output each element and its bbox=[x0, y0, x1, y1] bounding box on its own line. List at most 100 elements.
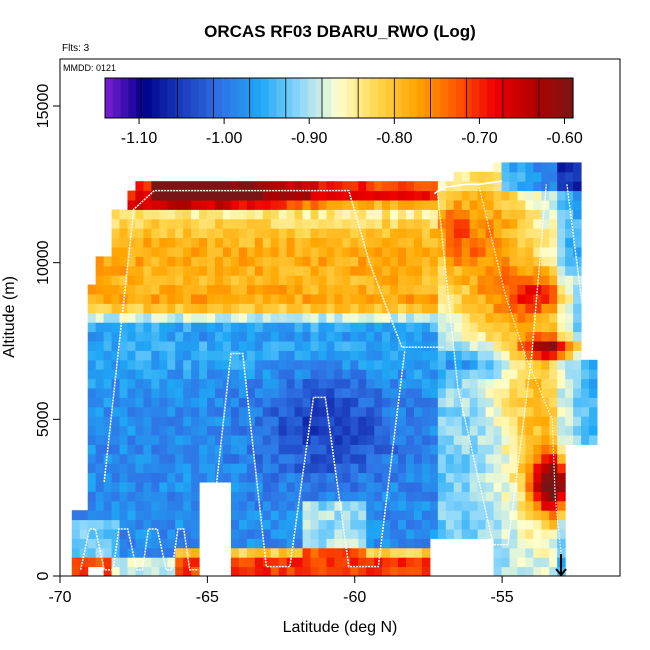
heat-cell bbox=[358, 218, 367, 229]
heat-cell bbox=[318, 359, 327, 370]
heat-cell bbox=[215, 369, 224, 380]
heat-cell bbox=[159, 312, 168, 323]
heat-cell bbox=[421, 341, 431, 351]
heat-cell bbox=[445, 416, 455, 427]
heat-cell bbox=[533, 312, 542, 323]
heat-cell bbox=[270, 566, 280, 576]
heat-cell bbox=[390, 529, 399, 539]
heat-cell bbox=[302, 547, 312, 558]
heat-cell bbox=[525, 538, 534, 549]
heat-cell bbox=[334, 284, 343, 295]
heat-cell bbox=[565, 341, 574, 351]
heat-cell bbox=[278, 529, 288, 539]
heat-cell bbox=[135, 444, 144, 455]
heat-cell bbox=[493, 322, 503, 333]
heat-cell bbox=[557, 256, 566, 267]
heat-cell bbox=[382, 482, 391, 492]
heat-cell bbox=[461, 265, 471, 276]
heat-cell bbox=[589, 416, 598, 427]
heat-cell bbox=[334, 341, 343, 351]
heat-cell bbox=[183, 538, 192, 549]
heat-cell bbox=[493, 284, 503, 295]
heat-cell bbox=[286, 369, 296, 380]
heat-cell bbox=[342, 425, 351, 436]
heat-cell bbox=[485, 247, 495, 257]
heat-cell bbox=[413, 190, 423, 201]
heat-cell bbox=[421, 218, 431, 229]
heat-cell bbox=[119, 566, 128, 576]
heat-cell bbox=[230, 510, 240, 521]
heat-cell bbox=[398, 416, 407, 427]
heat-cell bbox=[143, 519, 152, 530]
heat-cell bbox=[207, 200, 216, 210]
heat-cell bbox=[318, 388, 327, 398]
heat-cell bbox=[318, 275, 327, 286]
heat-cell bbox=[191, 275, 200, 286]
heat-cell bbox=[525, 247, 534, 257]
heat-cell bbox=[191, 388, 200, 398]
heat-cell bbox=[398, 397, 407, 408]
heat-cell bbox=[278, 181, 288, 192]
colorbar-swatch bbox=[229, 78, 239, 118]
heat-cell bbox=[398, 247, 407, 257]
heat-cell bbox=[278, 397, 288, 408]
heat-cell bbox=[79, 557, 89, 568]
heat-cell bbox=[143, 312, 152, 323]
heat-cell bbox=[413, 209, 423, 220]
heat-cell bbox=[79, 547, 89, 558]
colorbar-swatch bbox=[534, 78, 543, 118]
heat-cell bbox=[191, 500, 200, 511]
heat-cell bbox=[421, 350, 431, 361]
heat-cell bbox=[477, 369, 487, 380]
heat-cell bbox=[199, 181, 208, 192]
heat-cell bbox=[342, 312, 351, 323]
heat-cell bbox=[398, 284, 407, 295]
heat-cell bbox=[557, 171, 566, 182]
heat-cell bbox=[453, 359, 463, 370]
heat-cell bbox=[477, 397, 487, 408]
heat-cell bbox=[302, 472, 312, 483]
heat-cell bbox=[230, 209, 240, 220]
heat-cell bbox=[549, 425, 558, 436]
heat-cell bbox=[151, 529, 160, 539]
heat-cell bbox=[103, 547, 113, 558]
heat-cell bbox=[87, 529, 97, 539]
heat-cell bbox=[246, 200, 256, 210]
heat-cell bbox=[294, 284, 304, 295]
heat-cell bbox=[254, 275, 264, 286]
heat-cell bbox=[95, 482, 105, 492]
heat-cell bbox=[270, 453, 280, 464]
heat-cell bbox=[406, 510, 415, 521]
heat-cell bbox=[421, 453, 431, 464]
heat-cell bbox=[254, 322, 264, 333]
heat-cell bbox=[119, 463, 128, 474]
heat-cell bbox=[318, 218, 327, 229]
heat-cell bbox=[413, 547, 423, 558]
heat-cell bbox=[342, 566, 351, 576]
heat-cell bbox=[573, 294, 582, 304]
heat-cell bbox=[326, 275, 335, 286]
heat-cell bbox=[421, 500, 431, 511]
heat-cell bbox=[565, 378, 574, 389]
x-tick-label: -65 bbox=[196, 589, 219, 606]
heat-cell bbox=[366, 294, 375, 304]
heat-cell bbox=[151, 369, 160, 380]
heat-cell bbox=[302, 275, 312, 286]
heat-cell bbox=[437, 284, 447, 295]
heat-cell bbox=[119, 237, 128, 248]
heat-cell bbox=[175, 472, 184, 483]
heat-cell bbox=[581, 435, 590, 445]
heat-cell bbox=[167, 435, 176, 445]
colorbar-swatch bbox=[167, 78, 176, 118]
heat-cell bbox=[477, 529, 487, 539]
heat-cell bbox=[525, 303, 534, 314]
x-axis: -70 -65 -60 -55 bbox=[48, 576, 514, 606]
heat-cell bbox=[429, 265, 439, 276]
heat-cell bbox=[445, 256, 455, 267]
heat-cell bbox=[119, 510, 128, 521]
heat-cell bbox=[278, 388, 288, 398]
heat-cell bbox=[191, 181, 200, 192]
colorbar-swatch bbox=[105, 78, 114, 118]
heat-cell bbox=[326, 331, 335, 342]
heat-cell bbox=[366, 510, 375, 521]
